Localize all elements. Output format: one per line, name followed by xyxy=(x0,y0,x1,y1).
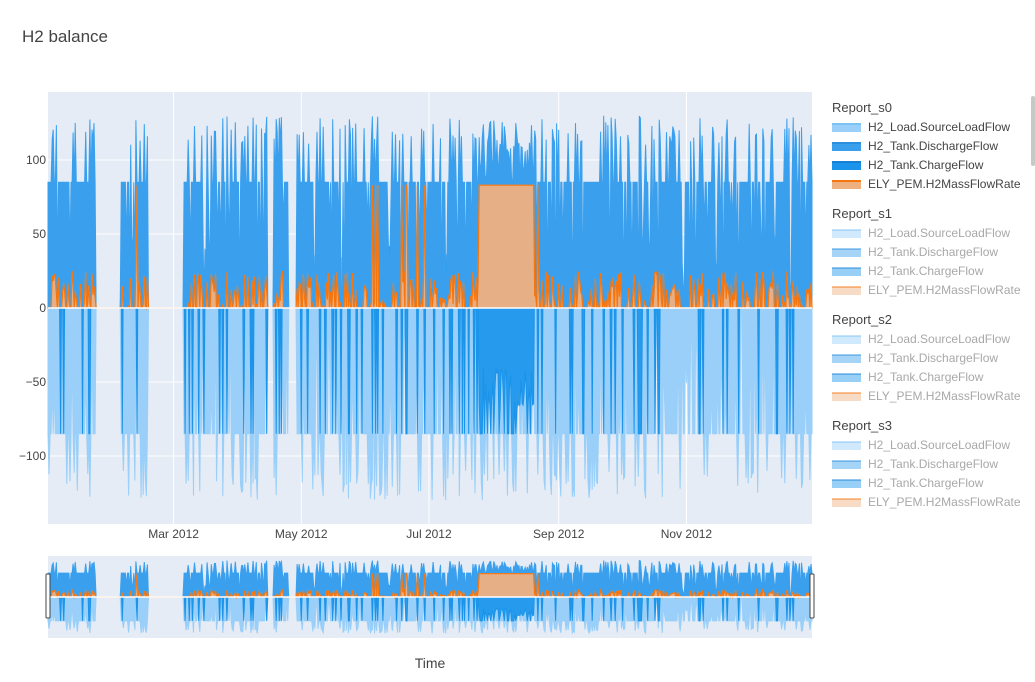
legend-item[interactable]: H2_Load.SourceLoadFlow xyxy=(832,332,1010,346)
x-axis: Mar 2012 May 2012 Jul 2012 Sep 2012 Nov 2012 xyxy=(148,527,712,541)
y-tick-label: 50 xyxy=(33,227,47,241)
legend-item[interactable]: H2_Tank.ChargeFlow xyxy=(832,370,984,384)
legend-label: ELY_PEM.H2MassFlowRate xyxy=(868,283,1021,297)
legend-item[interactable]: ELY_PEM.H2MassFlowRate xyxy=(832,389,1021,403)
legend-swatch xyxy=(832,393,861,401)
legend-swatch xyxy=(832,181,861,189)
x-tick-label: Nov 2012 xyxy=(661,527,713,541)
legend-group-title: Report_s2 xyxy=(832,312,892,327)
legend-swatch xyxy=(832,336,861,344)
y-tick-label: −100 xyxy=(19,449,46,463)
legend-scrollbar[interactable] xyxy=(1031,96,1035,166)
legend-label: H2_Tank.DischargeFlow xyxy=(868,457,998,471)
legend-label: H2_Load.SourceLoadFlow xyxy=(868,438,1010,452)
legend-swatch xyxy=(832,374,861,382)
legend-swatch xyxy=(832,162,861,170)
legend-label: H2_Tank.ChargeFlow xyxy=(868,158,984,172)
legend-swatch xyxy=(832,143,861,151)
legend-label: H2_Tank.DischargeFlow xyxy=(868,351,998,365)
legend-item[interactable]: H2_Load.SourceLoadFlow xyxy=(832,226,1010,240)
legend-item[interactable]: H2_Tank.ChargeFlow xyxy=(832,264,984,278)
legend-swatch xyxy=(832,480,861,488)
chart-title: H2 balance xyxy=(22,27,108,46)
legend-swatch xyxy=(832,461,861,469)
y-tick-label: 0 xyxy=(39,301,46,315)
x-tick-label: May 2012 xyxy=(275,527,328,541)
legend-item[interactable]: H2_Tank.DischargeFlow xyxy=(832,457,998,471)
legend-item[interactable]: H2_Tank.ChargeFlow xyxy=(832,476,984,490)
legend-swatch xyxy=(832,355,861,363)
legend: Report_s0 H2_Load.SourceLoadFlow H2_Tank.D… xyxy=(832,100,1021,509)
legend-label: H2_Tank.ChargeFlow xyxy=(868,264,984,278)
legend-swatch xyxy=(832,268,861,276)
legend-item[interactable]: ELY_PEM.H2MassFlowRate xyxy=(832,283,1021,297)
legend-swatch xyxy=(832,230,861,238)
range-slider-right-handle[interactable] xyxy=(809,573,815,619)
legend-label: ELY_PEM.H2MassFlowRate xyxy=(868,389,1021,403)
y-tick-label: −50 xyxy=(26,375,47,389)
x-axis-title: Time xyxy=(415,655,446,671)
legend-item[interactable]: H2_Tank.DischargeFlow xyxy=(832,139,998,153)
legend-item[interactable]: H2_Load.SourceLoadFlow xyxy=(832,120,1010,134)
legend-item[interactable]: H2_Load.SourceLoadFlow xyxy=(832,438,1010,452)
range-slider-left-handle[interactable] xyxy=(45,573,51,619)
x-tick-label: Sep 2012 xyxy=(533,527,585,541)
legend-swatch xyxy=(832,287,861,295)
legend-group-title: Report_s3 xyxy=(832,418,892,433)
legend-label: H2_Load.SourceLoadFlow xyxy=(868,120,1010,134)
legend-swatch xyxy=(832,249,861,257)
legend-label: H2_Tank.DischargeFlow xyxy=(868,245,998,259)
legend-item[interactable]: ELY_PEM.H2MassFlowRate xyxy=(832,177,1021,191)
legend-label: H2_Tank.ChargeFlow xyxy=(868,476,984,490)
legend-label: H2_Load.SourceLoadFlow xyxy=(868,332,1010,346)
x-tick-label: Mar 2012 xyxy=(148,527,199,541)
legend-item[interactable]: H2_Tank.DischargeFlow xyxy=(832,245,998,259)
main-plot-area[interactable] xyxy=(47,92,813,524)
legend-swatch xyxy=(832,124,861,132)
legend-label: H2_Load.SourceLoadFlow xyxy=(868,226,1010,240)
legend-group-title: Report_s0 xyxy=(832,100,892,115)
legend-label: ELY_PEM.H2MassFlowRate xyxy=(868,495,1021,509)
range-slider[interactable] xyxy=(45,556,815,638)
y-axis: 100 50 0 −50 −100 xyxy=(19,153,46,463)
legend-label: H2_Tank.DischargeFlow xyxy=(868,139,998,153)
legend-group-title: Report_s1 xyxy=(832,206,892,221)
legend-swatch xyxy=(832,499,861,507)
legend-swatch xyxy=(832,442,861,450)
legend-item[interactable]: H2_Tank.ChargeFlow xyxy=(832,158,984,172)
legend-label: ELY_PEM.H2MassFlowRate xyxy=(868,177,1021,191)
legend-label: H2_Tank.ChargeFlow xyxy=(868,370,984,384)
legend-item[interactable]: ELY_PEM.H2MassFlowRate xyxy=(832,495,1021,509)
legend-item[interactable]: H2_Tank.DischargeFlow xyxy=(832,351,998,365)
y-tick-label: 100 xyxy=(26,153,46,167)
x-tick-label: Jul 2012 xyxy=(406,527,452,541)
